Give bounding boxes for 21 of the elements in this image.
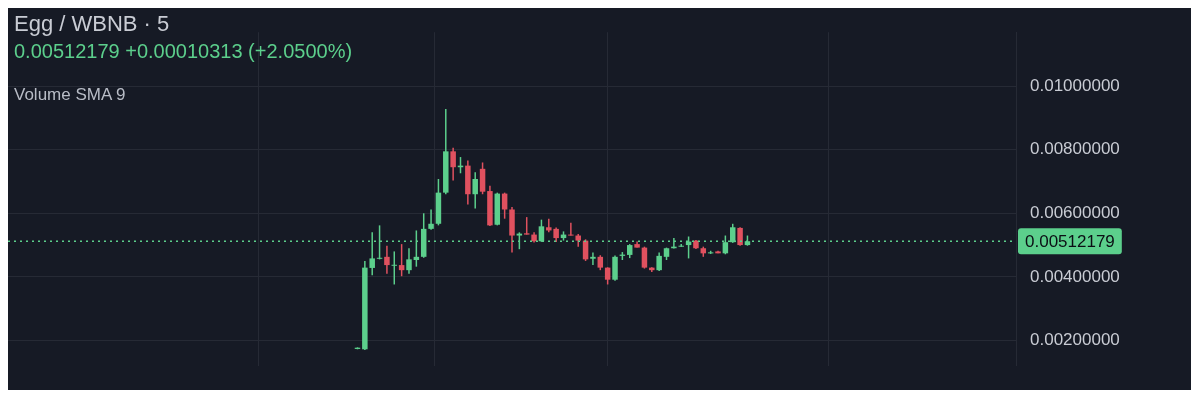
- annotation: Volume SMA 9: [14, 84, 127, 106]
- y-tick-label: 0.00400000: [1030, 266, 1120, 286]
- candlestick: [641, 245, 648, 270]
- candlestick: [656, 251, 662, 272]
- y-tick-label: 0.00600000: [1030, 202, 1120, 222]
- chart-title: Egg / WBNB · 5: [14, 10, 171, 38]
- y-tick-label: 0.00200000: [1030, 330, 1120, 350]
- candlestick: [428, 208, 434, 231]
- candlestick: [472, 171, 478, 210]
- candlestick: [406, 247, 412, 275]
- annotation: 0.00512179 +0.00010313 (+2.0500%): [14, 39, 353, 64]
- candlestick: [450, 147, 456, 182]
- ref-line-label: 0.00512179: [1025, 231, 1115, 251]
- y-tick-label: 0.01000000: [1030, 75, 1120, 95]
- y-tick-label: 0.00800000: [1030, 139, 1120, 159]
- candlestick: [590, 251, 596, 266]
- candlestick: [384, 244, 390, 275]
- candlestick: [479, 161, 486, 195]
- candlestick: [568, 222, 574, 237]
- candlestick: [678, 243, 684, 248]
- candlestick: [612, 254, 618, 282]
